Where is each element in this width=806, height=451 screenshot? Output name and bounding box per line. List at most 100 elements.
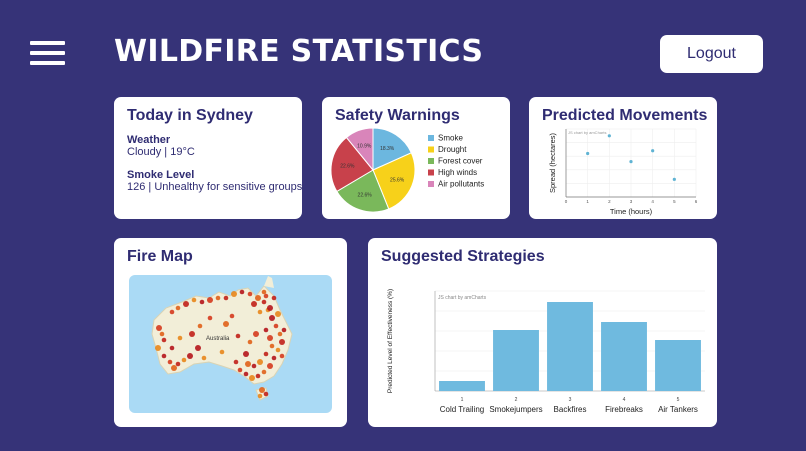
fire-marker[interactable] bbox=[169, 309, 175, 315]
x-tick-label: Air Tankers bbox=[658, 405, 698, 414]
fire-marker[interactable] bbox=[257, 309, 263, 315]
fire-marker[interactable] bbox=[249, 375, 255, 381]
scatter-point bbox=[586, 151, 590, 156]
fire-marker[interactable] bbox=[183, 301, 189, 307]
fire-marker[interactable] bbox=[177, 335, 183, 341]
fire-marker[interactable] bbox=[281, 327, 287, 333]
fire-marker[interactable] bbox=[187, 353, 193, 359]
fire-marker[interactable] bbox=[245, 361, 251, 367]
fire-marker[interactable] bbox=[207, 297, 213, 303]
predicted-scatter-chart: JS chart by amCharts 0 1 2 3 4 5 6 Time (hours) S… bbox=[548, 128, 698, 216]
fire-marker[interactable] bbox=[247, 339, 253, 345]
fire-marker[interactable] bbox=[247, 291, 253, 297]
fire-marker[interactable] bbox=[155, 345, 161, 351]
fire-marker[interactable] bbox=[156, 325, 162, 331]
fire-marker[interactable] bbox=[243, 351, 249, 357]
fire-marker[interactable] bbox=[269, 315, 275, 321]
hamburger-menu-icon[interactable] bbox=[30, 41, 65, 65]
fire-marker[interactable] bbox=[263, 391, 269, 397]
fire-marker[interactable] bbox=[237, 367, 243, 373]
weather-value: Cloudy | 19°C bbox=[127, 146, 195, 158]
fire-marker[interactable] bbox=[223, 321, 229, 327]
x-tick-label: 6 bbox=[695, 199, 698, 204]
scatter-point bbox=[672, 177, 676, 181]
fire-marker[interactable] bbox=[261, 369, 267, 375]
x-tick-label: 5 bbox=[673, 199, 676, 204]
fire-marker[interactable] bbox=[229, 313, 235, 319]
fire-marker[interactable] bbox=[251, 301, 257, 307]
x-tick-number: 3 bbox=[569, 397, 572, 403]
fire-marker[interactable] bbox=[253, 331, 259, 337]
fire-marker[interactable] bbox=[231, 291, 237, 297]
fire-marker[interactable] bbox=[223, 295, 229, 301]
today-title: Today in Sydney bbox=[127, 107, 253, 124]
fire-marker[interactable] bbox=[189, 331, 195, 337]
fire-map[interactable]: Australia bbox=[114, 238, 347, 427]
pie-data-label: 25.6% bbox=[390, 178, 405, 184]
fire-marker[interactable] bbox=[251, 363, 257, 369]
x-axis-title: Time (hours) bbox=[610, 207, 653, 216]
safety-warnings-card: Safety Warnings 18.3% 25.6% 22.6% 22.6% 10.9… bbox=[322, 97, 510, 219]
fire-marker[interactable] bbox=[175, 361, 181, 367]
fire-marker[interactable] bbox=[207, 315, 213, 321]
x-tick-label: Smokejumpers bbox=[489, 405, 542, 414]
fire-marker[interactable] bbox=[195, 345, 201, 351]
fire-marker[interactable] bbox=[271, 295, 277, 301]
fire-marker[interactable] bbox=[267, 335, 273, 341]
fire-marker[interactable] bbox=[191, 297, 197, 303]
fire-marker[interactable] bbox=[273, 323, 279, 329]
fire-marker[interactable] bbox=[235, 333, 241, 339]
fire-marker[interactable] bbox=[171, 365, 177, 371]
fire-marker[interactable] bbox=[215, 295, 221, 301]
safety-warnings-title: Safety Warnings bbox=[335, 107, 460, 124]
fire-marker[interactable] bbox=[197, 323, 203, 329]
bar-backfires bbox=[547, 302, 593, 391]
fire-marker[interactable] bbox=[201, 355, 207, 361]
fire-marker[interactable] bbox=[159, 331, 165, 337]
fire-marker[interactable] bbox=[259, 387, 265, 393]
fire-marker[interactable] bbox=[233, 359, 239, 365]
fire-marker[interactable] bbox=[267, 363, 273, 369]
fire-marker[interactable] bbox=[279, 353, 285, 359]
fire-marker[interactable] bbox=[263, 293, 269, 299]
fire-marker[interactable] bbox=[161, 353, 167, 359]
bar-firebreaks bbox=[601, 322, 647, 391]
fire-marker[interactable] bbox=[263, 327, 269, 333]
predicted-movements-title: Predicted Movements bbox=[542, 107, 708, 124]
fire-marker[interactable] bbox=[243, 371, 249, 377]
fire-marker[interactable] bbox=[263, 351, 269, 357]
chart-credit: JS chart by amCharts bbox=[568, 130, 606, 135]
fire-map-title: Fire Map bbox=[127, 248, 193, 265]
fire-marker[interactable] bbox=[255, 373, 261, 379]
fire-marker[interactable] bbox=[271, 355, 277, 361]
menu-bar-bottom bbox=[30, 61, 65, 65]
fire-marker[interactable] bbox=[279, 339, 285, 345]
fire-marker[interactable] bbox=[275, 347, 281, 353]
fire-marker[interactable] bbox=[257, 393, 263, 399]
fire-marker[interactable] bbox=[199, 299, 205, 305]
fire-marker[interactable] bbox=[239, 289, 245, 295]
y-axis-title: Spread (hectares) bbox=[548, 132, 557, 193]
fire-marker[interactable] bbox=[275, 311, 281, 317]
suggested-strategies-title: Suggested Strategies bbox=[381, 248, 545, 265]
fire-marker[interactable] bbox=[161, 337, 167, 343]
fire-marker[interactable] bbox=[169, 345, 175, 351]
bar-air-tankers bbox=[655, 340, 701, 391]
fire-marker[interactable] bbox=[181, 357, 187, 363]
fire-marker[interactable] bbox=[277, 331, 283, 337]
fire-marker[interactable] bbox=[267, 305, 273, 311]
pie-slice-smoke bbox=[372, 127, 412, 171]
australia-landmass bbox=[151, 285, 293, 385]
pie-slice-air-pollutants bbox=[345, 127, 374, 172]
fire-marker[interactable] bbox=[261, 299, 267, 305]
fire-marker[interactable] bbox=[257, 359, 263, 365]
fire-marker[interactable] bbox=[255, 295, 261, 301]
logout-button[interactable]: Logout bbox=[660, 35, 763, 73]
fire-marker[interactable] bbox=[261, 289, 267, 295]
fire-marker[interactable] bbox=[219, 349, 225, 355]
fire-marker[interactable] bbox=[167, 359, 173, 365]
fire-marker[interactable] bbox=[269, 343, 275, 349]
scatter-point bbox=[607, 134, 611, 138]
bar-smokejumpers bbox=[493, 330, 539, 391]
fire-marker[interactable] bbox=[175, 305, 181, 311]
